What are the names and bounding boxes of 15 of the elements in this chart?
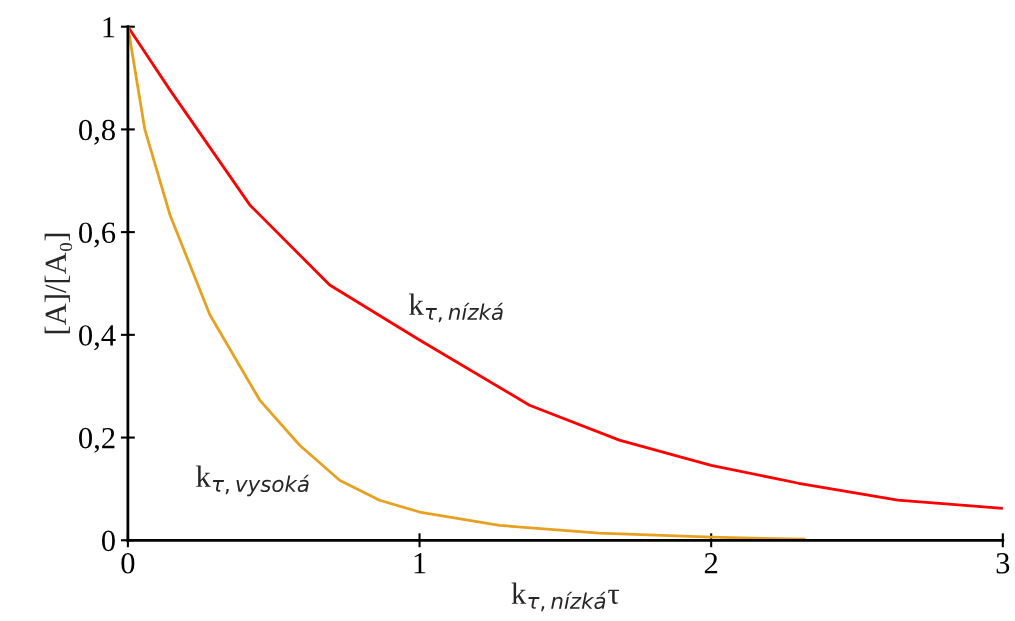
x-tick-label: 0	[121, 552, 135, 574]
y-tick-label: 0,2	[79, 427, 115, 453]
y-tick-label: 0,6	[79, 222, 116, 248]
line-series	[127, 26, 1003, 510]
series-label: k$_{τ,vysoká}$	[196, 465, 310, 497]
series-label: k$_{τ,nízká}$	[409, 293, 504, 323]
y-tick-label: 0,8	[79, 119, 115, 145]
y-tick-label: 0	[101, 530, 115, 552]
y-tick-label: 0,4	[79, 325, 116, 351]
x-tick-label: 1	[414, 553, 426, 574]
y-tick-label: 1	[103, 17, 115, 38]
y-axis-title: [A]/[A₀]	[44, 233, 73, 334]
x-tick-label: 2	[704, 553, 718, 574]
x-axis-title: k$_{τ,nízká}$τ	[511, 582, 620, 612]
x-tick-label: 3	[996, 553, 1010, 574]
